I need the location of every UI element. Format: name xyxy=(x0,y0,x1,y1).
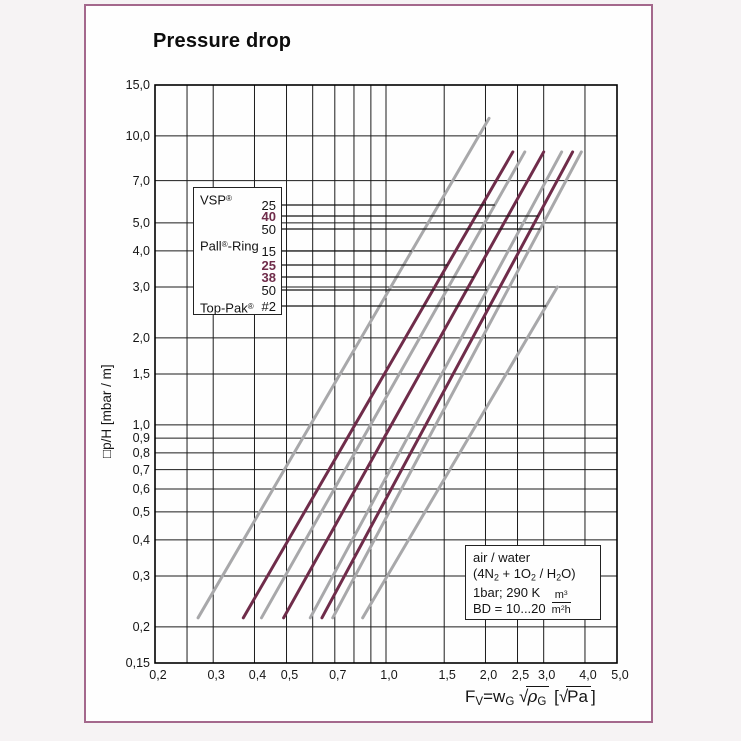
y-tick-label: 0,3 xyxy=(132,569,150,583)
annotation-bottom-rows: 1bar; 290 K BD = 10...20 m3 m2h xyxy=(473,585,593,617)
legend-item-label: 50 xyxy=(261,283,276,298)
y-tick-label: 0,2 xyxy=(132,619,150,634)
x-tick-label: 0,5 xyxy=(280,668,299,682)
legend-item-label: 25 xyxy=(261,258,276,273)
y-tick-label: 3,0 xyxy=(132,280,150,294)
y-tick-label: 15,0 xyxy=(125,78,150,92)
y-tick-label: 0,7 xyxy=(132,462,150,477)
legend-item-label: 25 xyxy=(261,198,276,213)
legend-item-label: 38 xyxy=(261,270,276,285)
x-tick-label: 3,0 xyxy=(537,668,556,682)
x-tick-label: 1,5 xyxy=(438,668,456,682)
legend-item-label: #2 xyxy=(261,299,276,314)
x-tick-label: 5,0 xyxy=(611,668,629,682)
y-tick-label: 1,5 xyxy=(132,367,150,381)
legend-item-label: 40 xyxy=(261,209,276,224)
x-tick-label: 4,0 xyxy=(579,668,597,682)
fraction-denominator: m2h xyxy=(551,601,571,617)
page-title: Pressure drop xyxy=(153,30,292,52)
y-tick-label: 1,0 xyxy=(132,417,150,432)
legend-group-label: Top-Pak® xyxy=(200,300,254,316)
annotation-line: air / water xyxy=(473,550,531,565)
x-tick-label: 0,2 xyxy=(149,668,167,682)
y-tick-label: 0,5 xyxy=(132,504,150,519)
y-axis-title: □p/H [mbar / m] xyxy=(99,364,114,458)
y-tick-label: 0,6 xyxy=(132,482,150,496)
legend-group-label: Pall®-Ring xyxy=(200,238,259,254)
x-tick-label: 0,7 xyxy=(329,668,347,682)
x-axis-title: FV=wG √ρG [√Pa] xyxy=(465,686,596,709)
annotation-line: 1bar; 290 K xyxy=(473,585,541,601)
fraction-numerator: m3 xyxy=(554,589,568,602)
x-tick-label: 2,5 xyxy=(511,668,530,682)
y-tick-label: 0,9 xyxy=(132,431,150,446)
legend-box: VSP® 25 40 50 Pall®-Ring 15 25 38 50 Top-Pak® #2 xyxy=(193,187,282,315)
x-tick-label: 2,0 xyxy=(479,668,498,682)
y-tick-label: 7,0 xyxy=(132,173,150,188)
flow-units-fraction: m3 m2h xyxy=(551,588,571,617)
x-tick-label: 1,0 xyxy=(380,668,398,682)
y-tick-label: 10,0 xyxy=(125,128,150,143)
legend-item-label: 50 xyxy=(261,222,276,237)
y-tick-label: 0,15 xyxy=(125,656,150,670)
annotation-line: (4N2 + 1O2 / H2O) xyxy=(473,566,576,583)
y-tick-label: 0,8 xyxy=(132,445,150,460)
x-tick-label: 0,3 xyxy=(207,668,225,682)
x-tick-label: 0,4 xyxy=(248,668,267,682)
legend-item-label: 15 xyxy=(261,244,276,259)
y-tick-label: 5,0 xyxy=(132,215,150,230)
y-tick-label: 0,4 xyxy=(132,532,150,547)
annotation-line: BD = 10...20 xyxy=(473,601,546,617)
plot-frame xyxy=(154,84,618,664)
y-tick-label: 2,0 xyxy=(132,330,150,345)
curve-top-pak-2 xyxy=(361,285,559,620)
y-tick-label: 4,0 xyxy=(132,243,150,258)
legend-group-label: VSP® xyxy=(200,192,232,208)
curve-pall-ring-15 xyxy=(196,116,491,620)
